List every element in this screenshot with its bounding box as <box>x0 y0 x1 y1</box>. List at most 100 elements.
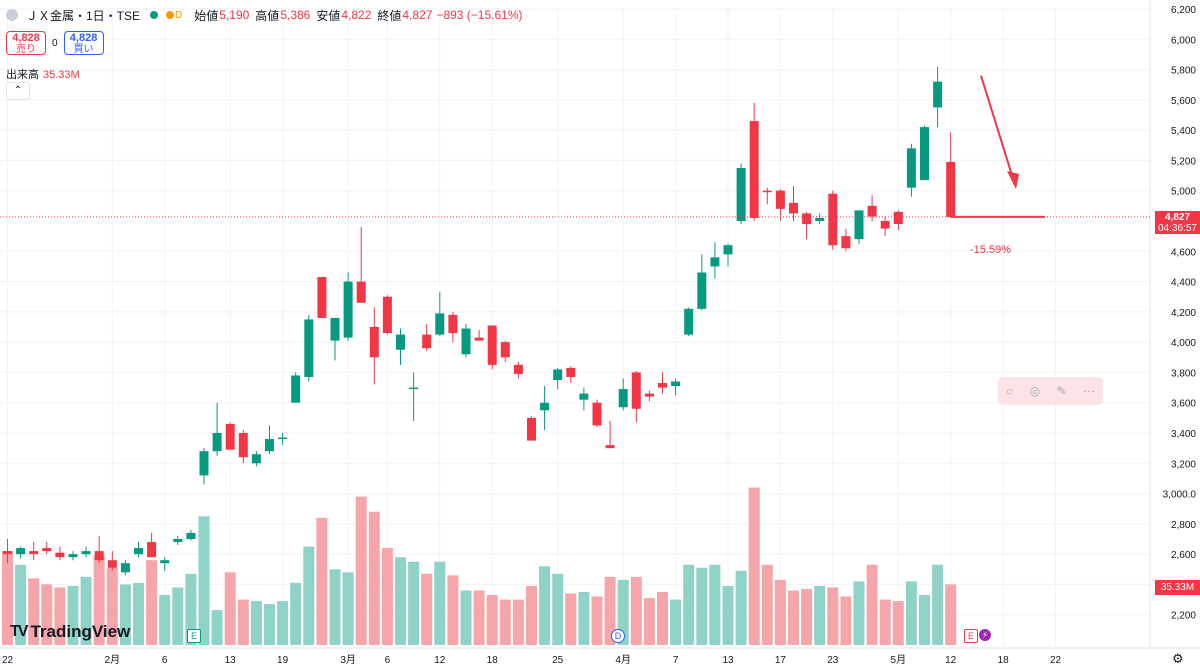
price-tick-label: 3,200 <box>1171 459 1196 470</box>
candle-body <box>671 381 681 387</box>
volume-bar <box>788 590 799 645</box>
tradingview-logo[interactable]: TV TradingView <box>10 622 130 642</box>
dividend-event-icon[interactable]: D <box>611 629 625 643</box>
volume-bar <box>905 581 917 645</box>
gear-icon[interactable]: ⚙ <box>1172 651 1184 666</box>
volume-bar <box>643 598 655 645</box>
close-value: 4,827 <box>402 8 433 22</box>
volume-bar <box>696 567 708 645</box>
candle-body <box>841 236 851 249</box>
candle-body <box>605 445 615 449</box>
volume-bar <box>774 579 786 645</box>
volume-label: 出来高 <box>6 69 39 81</box>
volume-bar <box>840 596 852 645</box>
price-tick-label: 5,000 <box>1171 187 1196 198</box>
candle-body <box>199 451 209 476</box>
volume-bar <box>866 564 878 645</box>
volume-bar <box>290 582 302 645</box>
candle-body <box>186 532 196 539</box>
volume-bar <box>657 592 668 645</box>
annotation-percent: -15.59% <box>970 244 1011 256</box>
volume-bar <box>106 567 118 645</box>
candle-body <box>710 257 720 267</box>
volume-bar <box>526 585 537 645</box>
volume-bar <box>722 585 734 645</box>
sell-label: 売り <box>16 44 36 55</box>
time-axis[interactable]: 22 2月 6 13 19 3月 6 12 18 25 4月 7 13 17 23 5月 12 18 22 <box>0 647 1200 666</box>
candle-body <box>382 296 392 334</box>
price-tick-label: 2,800 <box>1171 520 1196 531</box>
candle-body <box>107 560 117 568</box>
candle-body <box>120 563 130 573</box>
more-icon[interactable]: ⋯ <box>1082 384 1095 398</box>
volume-bar <box>879 599 891 645</box>
candle-body <box>396 334 405 350</box>
volume-bar <box>919 595 930 645</box>
drawings <box>0 75 1150 218</box>
lightning-event-icon[interactable]: ⚡ <box>979 629 991 641</box>
time-tick-label: 6 <box>385 655 391 666</box>
volume-bar <box>421 573 433 645</box>
magic-icon[interactable]: ✎ <box>1056 384 1067 398</box>
volume-bar <box>15 564 27 645</box>
volume-legend[interactable]: 出来高 35.33M <box>6 66 80 82</box>
sell-button[interactable]: 4,828 売り <box>6 31 46 55</box>
candle-body <box>422 334 432 349</box>
volume-bar <box>604 576 616 645</box>
spread-value: 0 <box>52 37 58 49</box>
volume-bar <box>630 576 642 645</box>
candle-body <box>815 217 825 221</box>
candle-body <box>644 393 654 397</box>
comment-icon[interactable]: ◎ <box>1029 384 1041 398</box>
collapse-legend-button[interactable]: ⌃ <box>6 82 30 100</box>
last-price: 4,827 <box>1164 212 1191 223</box>
time-tick-label: 17 <box>775 655 787 666</box>
volume-bar <box>683 564 695 645</box>
buy-button[interactable]: 4,828 買い <box>63 31 104 55</box>
price-axis[interactable]: 6,2006,0005,8005,6005,4005,2005,0004,800… <box>1149 0 1196 648</box>
volume-bar <box>237 599 249 645</box>
time-tick-label: 6 <box>162 655 168 666</box>
time-tick-label: 12 <box>945 655 957 666</box>
price-tick-label: 3,400 <box>1171 429 1196 440</box>
volume-bar <box>578 592 590 645</box>
candle-body <box>749 121 759 218</box>
delayed-dot-icon <box>166 11 175 19</box>
candle-body <box>238 433 248 458</box>
candle-body <box>147 542 157 558</box>
symbol-title[interactable]: ＪＸ金属・1日・TSE <box>26 8 141 23</box>
candle-body <box>513 364 523 374</box>
candle-body <box>134 548 143 555</box>
candle-body <box>658 383 667 388</box>
drawn-arrow-line <box>980 75 1014 179</box>
earnings-event-icon[interactable]: E <box>187 629 201 643</box>
candle-body <box>356 281 366 303</box>
drawing-floating-toolbar[interactable]: ○ ◎ ✎ ⋯ <box>998 377 1103 405</box>
volume-bar <box>198 516 210 645</box>
search-icon[interactable]: ○ <box>1006 384 1014 398</box>
candle-body <box>448 314 458 334</box>
candle-body <box>618 389 628 408</box>
volume-bar <box>499 599 511 645</box>
close-label: 終値 <box>377 8 402 23</box>
candle-body <box>461 328 471 355</box>
volume-bar <box>932 564 944 645</box>
volume-bar <box>28 578 40 645</box>
buy-price: 4,828 <box>69 32 98 44</box>
candle-body <box>828 193 838 246</box>
earnings-event-icon[interactable]: E <box>964 629 978 643</box>
candle-body <box>736 168 746 221</box>
candle-body <box>566 367 576 377</box>
volume-price-tag: 35.33M <box>1155 580 1200 595</box>
price-tick-label: 4,000 <box>1171 338 1196 349</box>
volume-bar <box>761 564 773 645</box>
volume-bar <box>565 593 577 645</box>
volume-bar <box>434 561 446 645</box>
price-tick-label: 4,600 <box>1171 247 1196 258</box>
volume-bar <box>342 572 354 645</box>
volume-bar <box>853 581 865 645</box>
volume-bar <box>224 572 236 645</box>
volume-bar <box>329 569 341 645</box>
open-label: 始値 <box>194 8 219 23</box>
